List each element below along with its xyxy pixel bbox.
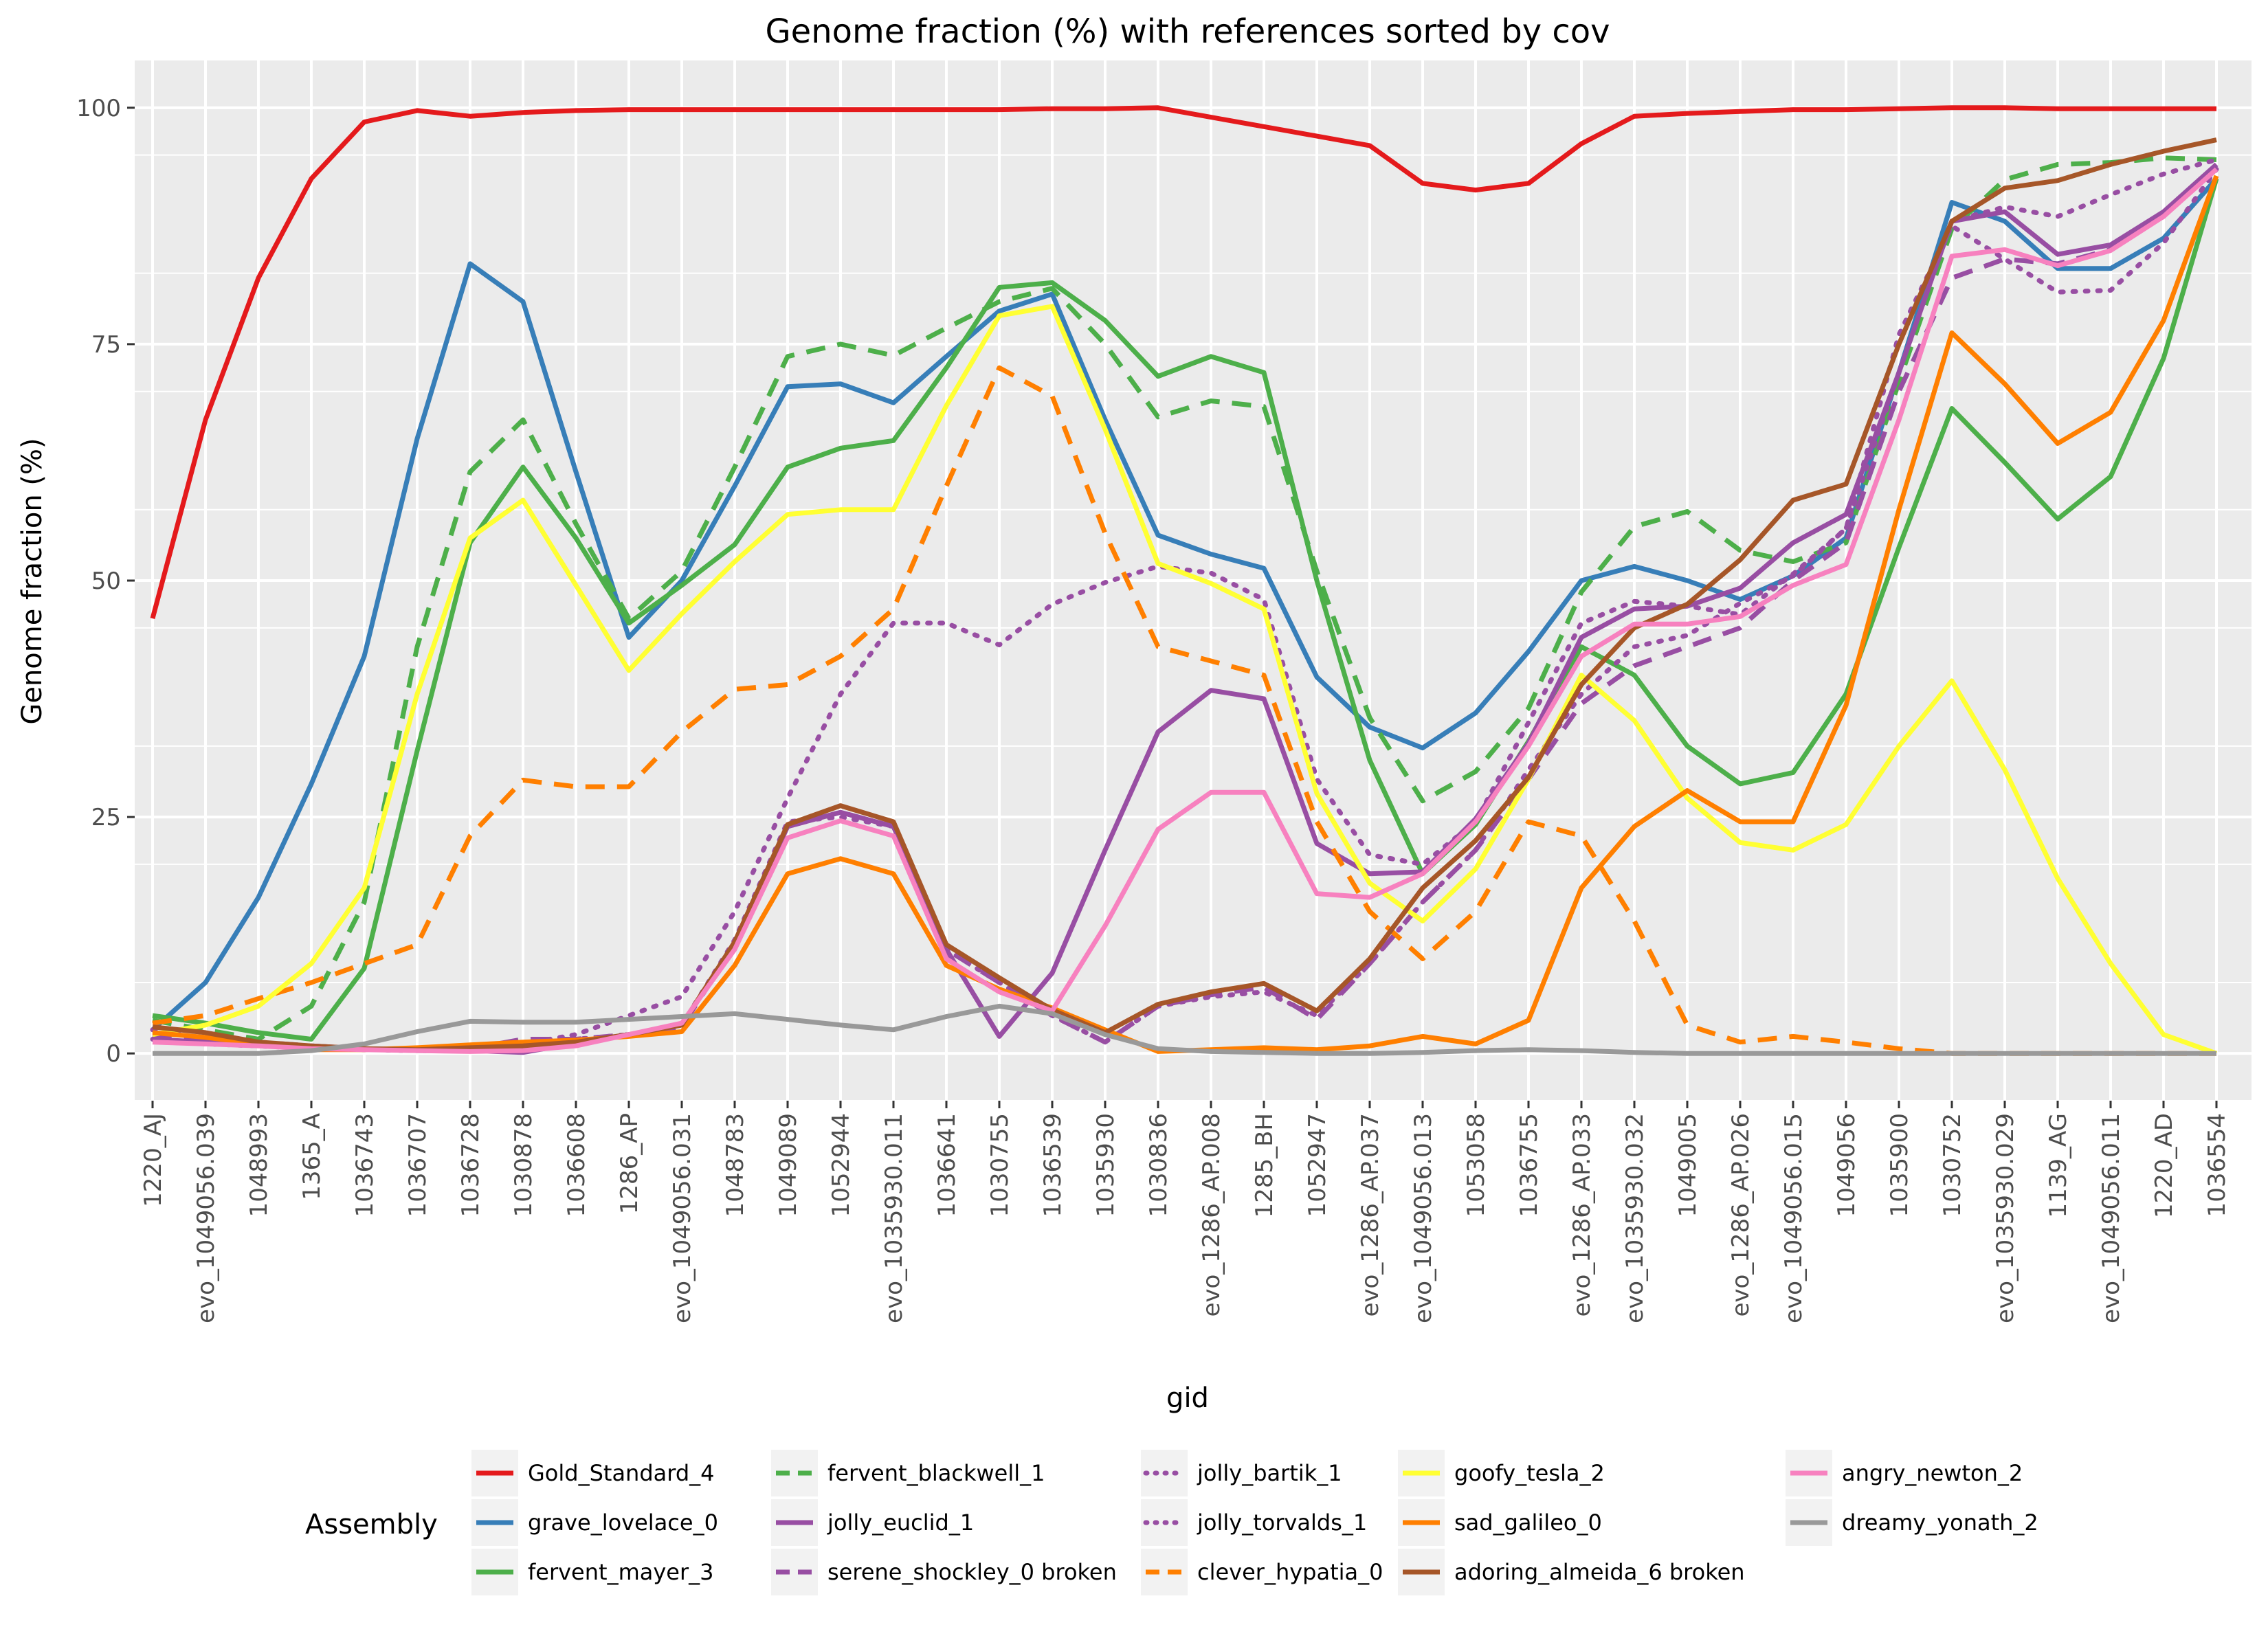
x-tick-label: 1036554 xyxy=(2203,1113,2231,1217)
y-tick-label: 25 xyxy=(91,804,121,831)
x-tick-label: 1285_BH xyxy=(1251,1113,1278,1218)
x-tick-label: 1049089 xyxy=(775,1113,802,1217)
legend-entry-label: adoring_almeida_6 broken xyxy=(1454,1559,1745,1585)
x-axis-title: gid xyxy=(1166,1382,1209,1414)
series-line-11 xyxy=(152,137,2217,1053)
legend-entry-label: fervent_mayer_3 xyxy=(528,1559,713,1585)
x-tick-label: evo_1286_AP.008 xyxy=(1198,1113,1225,1317)
x-tick-label: 1048993 xyxy=(245,1113,273,1217)
x-tick-label: 1036743 xyxy=(351,1113,379,1217)
x-tick-label: 1220_AJ xyxy=(140,1113,167,1207)
legend-entry-label: goofy_tesla_2 xyxy=(1454,1460,1605,1486)
x-tick-label: 1049056 xyxy=(1833,1113,1860,1217)
x-tick-label: evo_1049056.039 xyxy=(192,1113,220,1323)
series-line-0 xyxy=(150,105,2216,620)
series-lines xyxy=(150,105,2219,1056)
x-tick-label: evo_1049056.015 xyxy=(1780,1113,1808,1323)
x-tick-label: 1035930 xyxy=(1092,1113,1120,1217)
x-tick-label: evo_1049056.031 xyxy=(669,1113,696,1323)
series-line-3 xyxy=(152,155,2217,1042)
legend-entry-label: serene_shockley_0 broken xyxy=(827,1559,1117,1585)
x-tick-label: 1036728 xyxy=(457,1113,485,1217)
x-tick-label: 1030752 xyxy=(1939,1113,1966,1217)
x-tick-label: evo_1035930.029 xyxy=(1992,1113,2019,1323)
x-tick-label: 1030878 xyxy=(510,1113,537,1217)
legend-entry-label: jolly_euclid_1 xyxy=(827,1510,974,1536)
x-tick-label: evo_1286_AP.037 xyxy=(1357,1113,1384,1317)
x-tick-label: evo_1286_AP.033 xyxy=(1568,1113,1596,1317)
x-tick-label: 1286_AP xyxy=(616,1113,643,1214)
series-line-2 xyxy=(152,178,2219,1042)
x-tick-label: 1036641 xyxy=(933,1113,961,1217)
series-line-13 xyxy=(153,1003,2216,1056)
legend-entry-label: dreamy_yonath_2 xyxy=(1842,1510,2038,1536)
y-axis-title: Genome fraction (%) xyxy=(16,438,48,724)
series-line-12 xyxy=(152,167,2219,1054)
x-tick-label: evo_1035930.032 xyxy=(1621,1113,1649,1323)
x-tick-label: evo_1286_AP.026 xyxy=(1727,1113,1755,1317)
x-tick-label: 1049005 xyxy=(1674,1113,1702,1217)
x-tick-label: evo_1049056.011 xyxy=(2098,1113,2125,1323)
legend-entry-label: jolly_torvalds_1 xyxy=(1197,1510,1367,1536)
legend-entry-label: clever_hypatia_0 xyxy=(1197,1559,1383,1585)
y-tick-label: 75 xyxy=(91,331,121,359)
x-tick-label: 1048783 xyxy=(722,1113,749,1217)
legend-entry-label: sad_galileo_0 xyxy=(1454,1510,1602,1536)
legend: Assembly Gold_Standard_4 grave_lovelace_0… xyxy=(305,1450,2038,1595)
x-tick-label: 1036608 xyxy=(563,1113,590,1217)
x-tick-label: 1030755 xyxy=(986,1113,1014,1217)
x-tick-label: 1139_AG xyxy=(2045,1113,2072,1218)
x-tick-label: evo_1049056.013 xyxy=(1410,1113,1437,1323)
x-tick-label: 1220_AD xyxy=(2150,1113,2178,1218)
x-tick-label: evo_1035930.011 xyxy=(880,1113,908,1323)
x-tick-label: 1030836 xyxy=(1145,1113,1172,1217)
x-tick-label: 1053058 xyxy=(1463,1113,1490,1217)
series-line-9 xyxy=(152,304,2218,1056)
legend-title: Assembly xyxy=(305,1509,438,1540)
legend-entry-label: fervent_blackwell_1 xyxy=(827,1460,1045,1486)
plot-panel xyxy=(135,60,2252,1101)
chart-title: Genome fraction (%) with references sort… xyxy=(765,12,1610,51)
legend-entry-label: Gold_Standard_4 xyxy=(528,1460,715,1486)
x-tick-label: 1052944 xyxy=(827,1113,855,1217)
y-tick-label: 50 xyxy=(91,568,121,595)
x-tick-label: 1035900 xyxy=(1886,1113,1913,1217)
x-tick-label: 1036707 xyxy=(404,1113,432,1217)
series-line-8 xyxy=(152,365,2216,1056)
legend-entry-label: grave_lovelace_0 xyxy=(528,1510,718,1536)
y-tick-label: 100 xyxy=(76,95,121,122)
axes: 0 25 50 75 100 1220_AJ evo_1049056.039 1048993 1… xyxy=(76,95,2231,1323)
x-tick-label: 1052947 xyxy=(1304,1113,1331,1217)
legend-entry-label: angry_newton_2 xyxy=(1842,1460,2023,1486)
y-tick-label: 0 xyxy=(106,1040,121,1068)
x-tick-label: 1036755 xyxy=(1515,1113,1543,1217)
legend-entry-label: jolly_bartik_1 xyxy=(1197,1460,1342,1486)
x-tick-label: 1036539 xyxy=(1039,1113,1067,1217)
x-tick-label: 1365_A xyxy=(298,1113,326,1200)
